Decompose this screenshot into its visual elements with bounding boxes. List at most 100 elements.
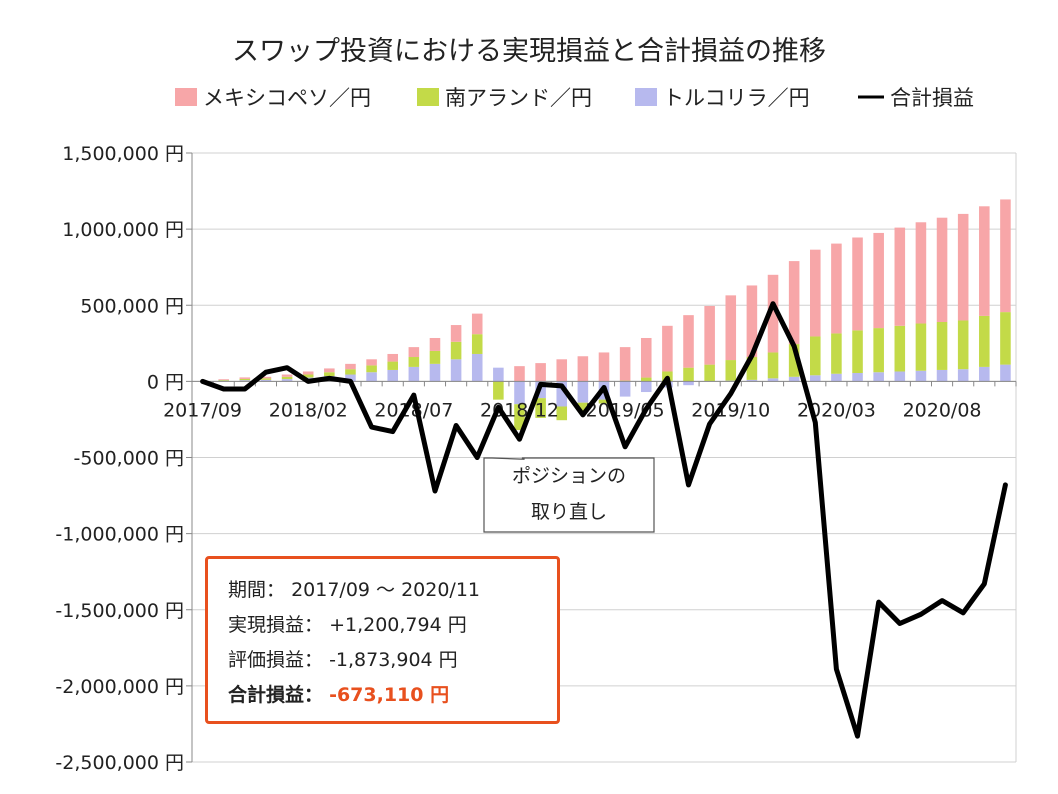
legend-label-zar: 南アランド／円	[445, 86, 592, 110]
bar-try	[915, 370, 927, 382]
x-tick-label: 2017/09	[163, 399, 242, 421]
x-tick-label: 2020/08	[903, 399, 982, 421]
bar-try	[936, 369, 948, 382]
bar-zar	[957, 320, 969, 370]
bar-mxn	[662, 325, 673, 372]
bar-try	[450, 359, 462, 382]
bar-try	[788, 376, 800, 382]
bar-zar	[281, 376, 293, 380]
bar-mxn	[345, 363, 356, 370]
bar-mxn	[324, 368, 335, 373]
x-tick-label: 2020/03	[797, 399, 876, 421]
bar-zar	[514, 404, 525, 431]
bar-zar	[218, 380, 229, 381]
summary-unrealized-value: -1,873,904 円	[329, 649, 458, 671]
bar-try	[345, 374, 356, 382]
bar-mxn	[746, 285, 758, 358]
y-tick-label: 1,000,000 円	[62, 219, 184, 241]
total-line	[200, 301, 1008, 739]
legend-swatch-mxn	[175, 88, 197, 106]
bar-zar	[640, 377, 652, 382]
bar-try	[1000, 364, 1011, 382]
bar-mxn	[683, 315, 694, 368]
bar-mxn	[450, 325, 462, 342]
bar-mxn	[429, 337, 441, 351]
bar-try	[239, 380, 251, 382]
bar-try	[746, 379, 758, 382]
bar-zar	[598, 399, 610, 404]
bar-mxn	[873, 232, 884, 329]
summary-realized-row: 実現損益： +1,200,794 円	[228, 608, 557, 643]
bar-zar	[936, 321, 948, 370]
x-tick-label: 2018/02	[269, 399, 348, 421]
legend-swatch-try	[635, 88, 657, 106]
total-line-layer	[200, 301, 1008, 739]
bar-zar	[577, 402, 589, 412]
bar-zar	[324, 372, 335, 377]
bar-try	[493, 367, 504, 382]
summary-realized-value: +1,200,794 円	[329, 614, 467, 636]
bar-mxn	[260, 376, 272, 379]
bar-mxn	[852, 237, 863, 331]
bar-zar	[1000, 312, 1011, 365]
bar-try	[281, 379, 293, 382]
bar-mxn	[936, 217, 948, 322]
bar-try	[810, 375, 821, 382]
bar-try	[260, 379, 272, 382]
legend-swatch-zar	[417, 88, 439, 106]
bar-mxn	[239, 377, 251, 379]
bar-mxn	[535, 363, 546, 382]
bar-zar	[683, 367, 694, 382]
x-axis-ticks: 2017/09 2018/02 2018/07 2018/12 2019/05 2019/…	[163, 380, 1017, 421]
bar-zar	[831, 333, 842, 374]
summary-realized-label: 実現損益：	[228, 614, 324, 636]
y-tick-label: -2,500,000 円	[55, 752, 184, 774]
summary-unrealized-label: 評価損益：	[228, 649, 324, 671]
bar-zar	[788, 344, 800, 377]
summary-total-value: -673,110 円	[329, 684, 450, 706]
bar-zar	[915, 323, 927, 371]
bar-try	[873, 372, 884, 382]
bar-try	[619, 381, 631, 397]
x-tick-label: 2018/07	[374, 399, 453, 421]
bar-mxn	[366, 359, 377, 366]
x-tick-label: 2019/10	[691, 399, 770, 421]
bar-zar	[239, 378, 251, 381]
legend-label-try: トルコリラ／円	[663, 86, 810, 110]
bar-try	[556, 381, 568, 407]
bar-mxn	[556, 359, 568, 382]
bar-zar	[535, 398, 546, 418]
bars	[218, 199, 1011, 431]
bar-mxn	[408, 347, 420, 358]
y-tick-label: -500,000 円	[74, 448, 184, 470]
bar-mxn	[767, 274, 779, 353]
bar-try	[429, 363, 441, 382]
bar-zar	[387, 361, 398, 370]
bar-zar	[493, 381, 504, 400]
bar-mxn	[1000, 199, 1011, 313]
bar-mxn	[894, 227, 906, 326]
chart-title: スワップ投資における実現損益と合計損益の推移	[232, 36, 826, 67]
bar-try	[979, 366, 990, 382]
bar-mxn	[957, 213, 969, 321]
bar-zar	[366, 365, 377, 373]
bar-mxn	[640, 337, 652, 378]
bar-zar	[810, 336, 821, 376]
summary-total-row: 合計損益： -673,110 円	[228, 678, 557, 713]
bar-try	[408, 366, 420, 382]
bar-zar	[767, 352, 779, 379]
y-tick-label: 1,500,000 円	[62, 143, 184, 165]
bar-try	[514, 381, 525, 405]
callout-box	[483, 457, 655, 533]
summary-unrealized-row: 評価損益： -1,873,904 円	[228, 643, 557, 678]
bar-zar	[873, 328, 884, 373]
bar-zar	[471, 334, 483, 354]
bar-mxn	[915, 222, 927, 324]
bar-mxn	[598, 352, 610, 382]
bar-try	[852, 373, 863, 382]
bar-zar	[979, 315, 990, 367]
bar-zar	[429, 350, 441, 364]
y-tick-label: -1,000,000 円	[55, 524, 184, 546]
y-tick-label: -1,500,000 円	[55, 600, 184, 622]
